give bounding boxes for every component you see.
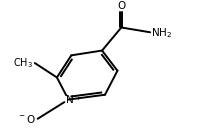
Text: $^-$O: $^-$O <box>17 113 36 125</box>
Text: N: N <box>66 95 73 105</box>
Text: O: O <box>117 1 125 11</box>
Text: CH$_3$: CH$_3$ <box>13 56 33 70</box>
Text: NH$_2$: NH$_2$ <box>151 26 172 40</box>
Text: $^+$: $^+$ <box>74 96 81 105</box>
